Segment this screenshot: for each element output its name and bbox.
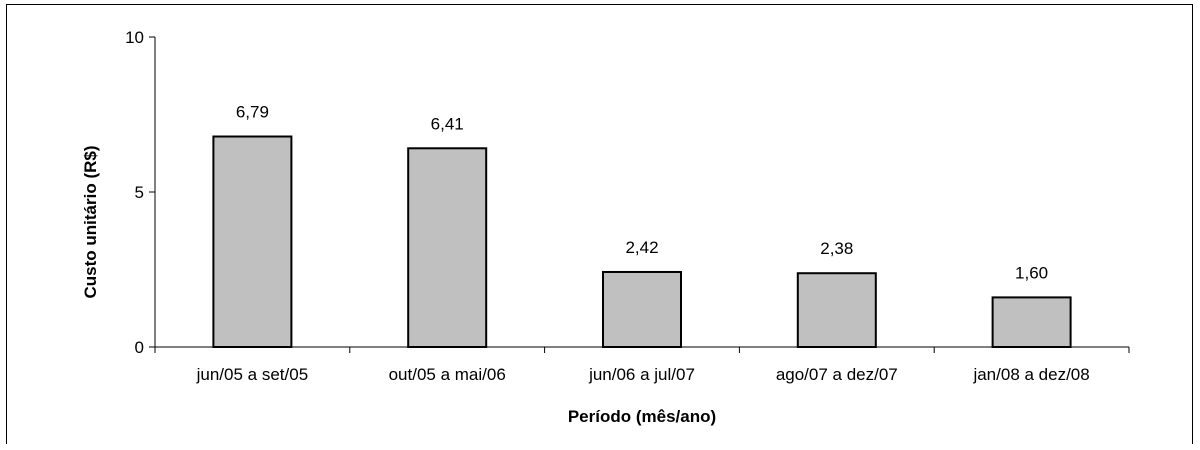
bar-value-label: 2,38 [820, 239, 853, 258]
x-ticks-group: jun/05 a set/05 out/05 a mai/06 jun/06 a j… [154, 347, 1130, 384]
bar [991, 296, 1072, 348]
y-tick-label: 10 [125, 28, 144, 47]
bar [212, 135, 293, 348]
bar-value-label: 1,60 [1015, 263, 1048, 282]
x-tick-label: jun/05 a set/05 [196, 365, 309, 384]
bar [796, 272, 877, 348]
y-ticks-group: 0 5 10 [125, 28, 155, 357]
chart-frame [6, 4, 1193, 444]
y-tick-label: 5 [135, 183, 144, 202]
y-axis-title: Custo unitário (R$) [81, 146, 100, 299]
bar-value-label: 6,41 [431, 114, 464, 133]
x-tick-label: out/05 a mai/06 [389, 365, 506, 384]
x-tick-label: jun/06 a jul/07 [588, 365, 695, 384]
y-tick-label: 0 [135, 338, 144, 357]
x-tick-label: ago/07 a dez/07 [776, 365, 898, 384]
x-axis-title: Período (mês/ano) [568, 407, 716, 426]
bar-value-label: 6,79 [236, 103, 269, 122]
bar [407, 147, 488, 348]
data-labels-group: 6,79 6,41 2,42 2,38 1,60 [236, 103, 1048, 283]
x-tick-label: jan/08 a dez/08 [972, 365, 1089, 384]
bar-value-label: 2,42 [625, 238, 658, 257]
bar [602, 270, 682, 349]
